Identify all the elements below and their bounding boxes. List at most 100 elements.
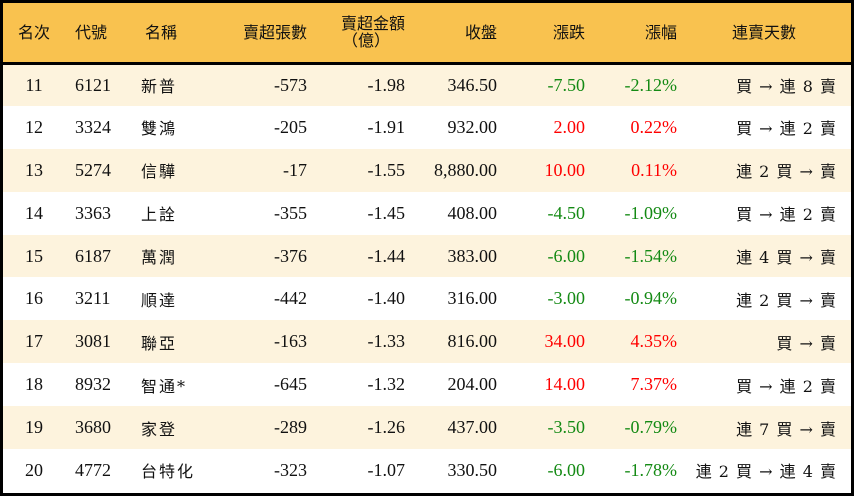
stock-name-cell[interactable]: 家登 (141, 419, 178, 439)
header-change[interactable]: 漲跌 (497, 3, 585, 65)
net-sell-shares-cell: -442 (274, 288, 307, 309)
stock-code-cell[interactable]: 8932 (75, 374, 111, 395)
close-price-cell: 8,880.00 (434, 159, 497, 180)
stock-code-cell[interactable]: 3081 (75, 331, 111, 352)
header-code[interactable]: 代號 (65, 3, 131, 65)
change-cell: -6.00 (547, 459, 586, 480)
stock-code-cell[interactable]: 5274 (75, 159, 111, 180)
stock-name-cell[interactable]: 雙鴻 (141, 119, 178, 139)
header-net-sell-amount-line2: （億） (341, 31, 390, 51)
rank-cell: 11 (25, 74, 43, 95)
net-sell-shares-cell: -205 (274, 116, 307, 137)
change-cell: -3.50 (547, 417, 586, 438)
stock-code-cell[interactable]: 6187 (75, 245, 111, 266)
table-row[interactable]: 18 8932 智通* -645 -1.32 204.00 14.00 7.37… (3, 363, 851, 407)
close-price-cell: 383.00 (447, 245, 498, 266)
change-cell: 14.00 (544, 374, 586, 395)
table-row[interactable]: 11 6121 新普 -573 -1.98 346.50 -7.50 -2.12… (3, 63, 851, 106)
table-row[interactable]: 14 3363 上詮 -355 -1.45 408.00 -4.50 -1.09… (3, 191, 851, 235)
net-sell-ranking-table: 名次 代號 名稱 賣超張數 賣超金額 （億） 收盤 漲跌 漲幅 連賣天數 11 … (3, 3, 851, 492)
net-sell-shares-cell: -355 (274, 202, 307, 223)
net-sell-amount-cell: -1.91 (367, 116, 406, 137)
close-price-cell: 932.00 (447, 116, 498, 137)
sell-streak-cell: 買 → 連 2 賣 (736, 376, 837, 396)
sell-streak-cell: 連 4 買 → 賣 (736, 248, 837, 267)
close-price-cell: 437.00 (447, 417, 498, 438)
header-net-sell-amount-line1: 賣超金額 (340, 14, 405, 34)
stock-name-cell[interactable]: 信驊 (141, 162, 178, 182)
rank-cell: 15 (25, 245, 43, 266)
net-sell-amount-cell: -1.45 (367, 202, 406, 223)
net-sell-shares-cell: -645 (274, 374, 307, 395)
change-cell: -4.50 (547, 202, 586, 223)
rank-cell: 14 (25, 202, 43, 223)
close-price-cell: 346.50 (447, 74, 498, 95)
header-net-sell-shares[interactable]: 賣超張數 (221, 3, 307, 65)
sell-streak-cell: 連 2 買 → 連 4 賣 (695, 462, 837, 482)
stock-name-cell[interactable]: 台特化 (141, 462, 196, 482)
rank-cell: 13 (25, 159, 43, 180)
sell-streak-cell: 連 7 買 → 賣 (736, 419, 837, 439)
net-sell-shares-cell: -289 (274, 417, 307, 438)
sell-streak-cell: 買 → 賣 (776, 333, 837, 353)
stock-code-cell[interactable]: 3680 (75, 417, 111, 438)
sell-streak-cell: 買 → 連 8 賣 (736, 77, 837, 97)
net-sell-amount-cell: -1.44 (367, 245, 406, 266)
table-header-row: 名次 代號 名稱 賣超張數 賣超金額 （億） 收盤 漲跌 漲幅 連賣天數 (3, 3, 851, 65)
header-streak[interactable]: 連賣天數 (677, 3, 851, 65)
table-row[interactable]: 12 3324 雙鴻 -205 -1.91 932.00 2.00 0.22% … (3, 105, 851, 149)
net-sell-amount-cell: -1.26 (367, 417, 406, 438)
stock-code-cell[interactable]: 3363 (75, 202, 111, 223)
rank-cell: 19 (25, 417, 43, 438)
close-price-cell: 204.00 (447, 374, 498, 395)
change-pct-cell: -2.12% (624, 74, 678, 95)
table-row[interactable]: 17 3081 聯亞 -163 -1.33 816.00 34.00 4.35%… (3, 320, 851, 364)
stock-code-cell[interactable]: 3211 (75, 288, 111, 309)
stock-code-cell[interactable]: 4772 (75, 459, 111, 480)
net-sell-shares-cell: -376 (274, 245, 307, 266)
sell-streak-cell: 買 → 連 2 賣 (736, 119, 837, 139)
change-pct-cell: -1.78% (624, 459, 678, 480)
rank-cell: 18 (25, 374, 43, 395)
table-row[interactable]: 13 5274 信驊 -17 -1.55 8,880.00 10.00 0.11… (3, 148, 851, 192)
stock-name-cell[interactable]: 順達 (141, 290, 178, 310)
sell-streak-cell: 連 2 買 → 賣 (736, 162, 837, 182)
stock-name-cell[interactable]: 上詮 (141, 205, 178, 225)
change-pct-cell: 0.22% (630, 116, 678, 137)
stock-name-cell[interactable]: 新普 (141, 77, 178, 97)
change-pct-cell: -0.79% (624, 417, 678, 438)
stock-name-cell[interactable]: 智通* (141, 376, 188, 396)
rank-cell: 20 (25, 459, 43, 480)
header-net-sell-amount[interactable]: 賣超金額 （億） (307, 3, 405, 65)
rank-cell: 16 (25, 288, 43, 309)
header-close[interactable]: 收盤 (405, 3, 497, 65)
table-row[interactable]: 16 3211 順達 -442 -1.40 316.00 -3.00 -0.94… (3, 277, 851, 321)
sell-streak-cell: 連 2 買 → 賣 (736, 290, 837, 310)
net-sell-amount-cell: -1.33 (367, 331, 406, 352)
net-sell-amount-cell: -1.55 (367, 159, 406, 180)
change-pct-cell: 7.37% (630, 374, 678, 395)
net-sell-amount-cell: -1.40 (367, 288, 406, 309)
change-cell: 34.00 (544, 331, 586, 352)
change-pct-cell: -1.09% (624, 202, 678, 223)
close-price-cell: 408.00 (447, 202, 498, 223)
change-cell: 10.00 (544, 159, 586, 180)
table-row[interactable]: 15 6187 萬潤 -376 -1.44 383.00 -6.00 -1.54… (3, 234, 851, 278)
stock-name-cell[interactable]: 聯亞 (141, 333, 178, 353)
stock-name-cell[interactable]: 萬潤 (141, 248, 178, 267)
stock-code-cell[interactable]: 6121 (75, 74, 111, 95)
net-sell-shares-cell: -163 (274, 331, 307, 352)
table-row[interactable]: 19 3680 家登 -289 -1.26 437.00 -3.50 -0.79… (3, 406, 851, 450)
close-price-cell: 816.00 (447, 331, 498, 352)
table-row[interactable]: 20 4772 台特化 -323 -1.07 330.50 -6.00 -1.7… (3, 449, 851, 492)
change-pct-cell: -1.54% (624, 245, 678, 266)
header-change-pct[interactable]: 漲幅 (585, 3, 677, 65)
header-rank[interactable]: 名次 (3, 3, 65, 65)
change-pct-cell: 0.11% (631, 159, 677, 180)
net-sell-amount-cell: -1.98 (367, 74, 406, 95)
rank-cell: 17 (25, 331, 43, 352)
net-sell-shares-cell: -323 (274, 459, 307, 480)
header-name[interactable]: 名稱 (131, 3, 221, 65)
stock-code-cell[interactable]: 3324 (75, 116, 111, 137)
